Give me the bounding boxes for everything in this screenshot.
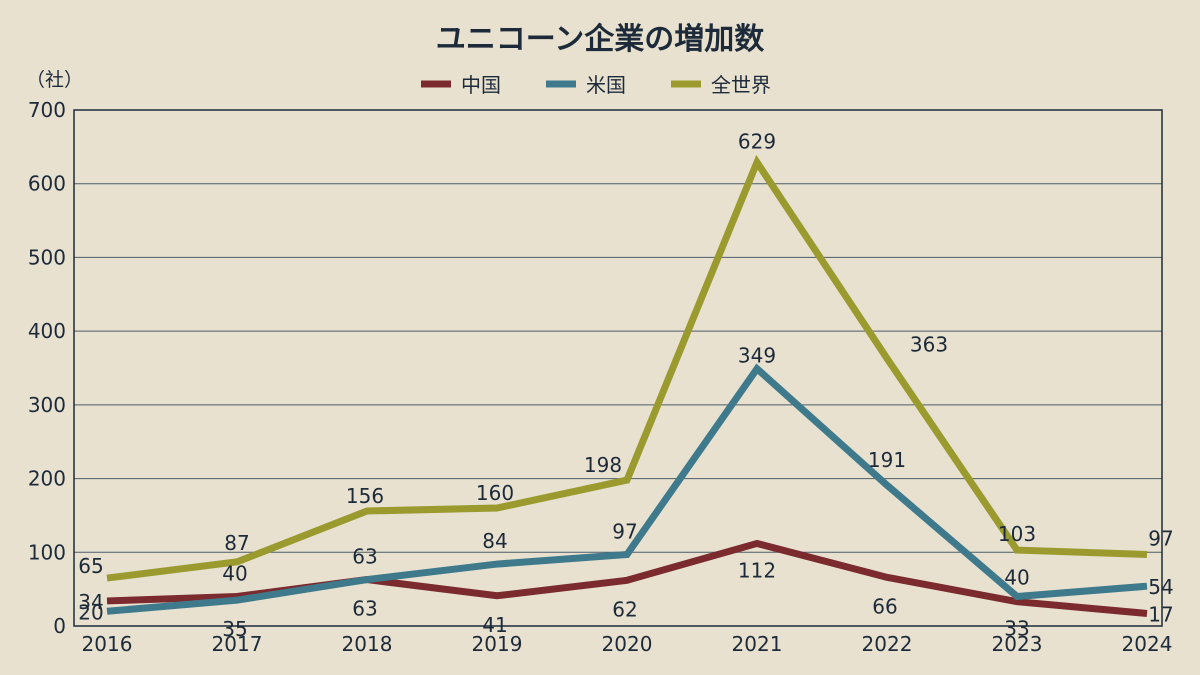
data-label: 97 [1148, 526, 1173, 550]
x-tick-label: 2022 [862, 632, 913, 656]
x-tick-label: 2024 [1122, 632, 1173, 656]
y-tick-label: 300 [28, 393, 66, 417]
series-line [106, 363, 1148, 615]
data-label: 363 [910, 332, 948, 356]
x-axis-ticks: 2016 2017 2018 2019 2020 2021 2022 2023 2024 [82, 632, 1173, 656]
data-label: 191 [868, 448, 906, 472]
data-label: 103 [998, 522, 1036, 546]
x-tick-label: 2020 [602, 632, 653, 656]
data-label: 34 [78, 590, 103, 614]
x-tick-label: 2021 [732, 632, 783, 656]
data-label: 160 [476, 481, 514, 505]
data-label: 62 [612, 597, 637, 621]
data-label: 349 [738, 344, 776, 368]
data-label: 66 [872, 594, 897, 618]
data-label: 17 [1148, 602, 1173, 626]
y-axis-unit-label: （社） [26, 69, 83, 91]
legend: 中国 米国 全世界 [421, 73, 771, 97]
data-label: 35 [222, 617, 247, 641]
data-label: 33 [1004, 617, 1029, 641]
data-label: 87 [224, 531, 249, 555]
y-tick-label: 700 [28, 98, 66, 122]
series-line [106, 154, 1148, 582]
y-tick-label: 100 [28, 540, 66, 564]
legend-label: 中国 [461, 73, 501, 97]
data-label: 40 [1004, 566, 1029, 590]
plot-frame [73, 109, 1163, 627]
x-tick-label: 2016 [82, 632, 133, 656]
y-tick-label: 0 [53, 614, 66, 638]
data-label: 629 [738, 129, 776, 153]
series-lines [106, 154, 1148, 617]
legend-label: 全世界 [711, 73, 771, 97]
legend-label: 米国 [586, 73, 626, 97]
data-label: 156 [346, 484, 384, 508]
data-label: 63 [352, 597, 377, 621]
x-tick-label: 2018 [342, 632, 393, 656]
y-tick-label: 500 [28, 245, 66, 269]
data-label: 63 [352, 545, 377, 569]
data-label: 40 [222, 562, 247, 586]
data-label: 198 [584, 453, 622, 477]
data-label: 54 [1148, 575, 1173, 599]
data-label: 97 [612, 519, 637, 543]
y-tick-label: 200 [28, 467, 66, 491]
data-label: 41 [482, 613, 507, 637]
data-label: 112 [738, 558, 776, 582]
data-labels: 34 40 63 41 62 112 66 33 17 20 35 63 84 97 349 191 40 54 6… [78, 129, 1173, 641]
data-label: 84 [482, 529, 507, 553]
y-axis-ticks: 0 100 200 300 400 500 600 700 [28, 98, 66, 638]
gridlines [74, 183, 1162, 553]
data-label: 20 [78, 600, 103, 624]
x-tick-label: 2023 [992, 632, 1043, 656]
y-tick-label: 400 [28, 319, 66, 343]
x-tick-label: 2017 [212, 632, 263, 656]
y-tick-label: 600 [28, 172, 66, 196]
chart-title: ユニコーン企業の増加数 [436, 22, 765, 57]
data-label: 65 [78, 554, 103, 578]
x-tick-label: 2019 [472, 632, 523, 656]
